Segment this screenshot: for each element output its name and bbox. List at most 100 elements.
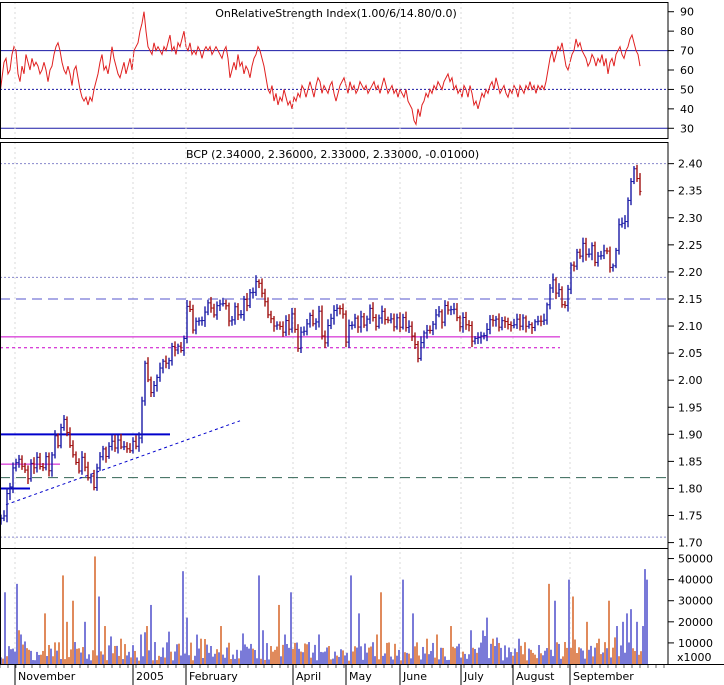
volume-bar (60, 659, 62, 664)
volume-bar (68, 657, 70, 664)
volume-bar (352, 651, 354, 664)
volume-bar (468, 654, 470, 664)
volume-bar (288, 647, 290, 664)
volume-bar (458, 643, 460, 664)
volume-bar (170, 651, 172, 664)
volume-bar (62, 575, 64, 664)
volume-bar (542, 655, 544, 664)
volume-bar (270, 646, 272, 664)
volume-bar (620, 645, 622, 664)
volume-bar (290, 592, 292, 664)
volume-bar (220, 626, 222, 664)
volume-bar (84, 621, 86, 664)
volume-bar (484, 636, 486, 664)
volume-bar (156, 660, 158, 664)
volume-bar (364, 643, 366, 664)
volume-bar (186, 617, 188, 664)
volume-bar (402, 579, 404, 664)
volume-bar (252, 648, 254, 664)
volume-bar (394, 643, 396, 664)
volume-bar (166, 642, 168, 664)
volume-bar (190, 642, 192, 664)
volume-bar (578, 647, 580, 664)
volume-bar (472, 647, 474, 664)
volume-bar (570, 647, 572, 664)
volume-bar (136, 657, 138, 664)
price-tick-label: 2.10 (678, 320, 703, 333)
volume-bar (568, 579, 570, 664)
volume-bar (386, 642, 388, 664)
price-tick-label: 1.85 (678, 455, 703, 468)
volume-bar (432, 642, 434, 664)
volume-bar (202, 657, 204, 664)
volume-bar (18, 630, 20, 664)
volume-bar (214, 653, 216, 664)
volume-bar (294, 642, 296, 664)
volume-bar (582, 650, 584, 664)
volume-bar (408, 653, 410, 664)
volume-bar (70, 649, 72, 664)
volume-bar (512, 655, 514, 664)
volume-tick-label: 10000 (678, 637, 713, 650)
volume-bar (58, 642, 60, 664)
volume-bar (566, 647, 568, 664)
volume-bar (482, 630, 484, 664)
volume-bar (16, 583, 18, 664)
volume-bar (298, 648, 300, 664)
volume-bar (474, 648, 476, 664)
volume-bar (286, 644, 288, 664)
x-axis-label: June (402, 670, 427, 683)
volume-bar (40, 654, 42, 664)
volume-bar (200, 638, 202, 664)
volume-bar (72, 600, 74, 664)
volume-bar (150, 604, 152, 664)
volume-bar (598, 638, 600, 664)
volume-bar (336, 655, 338, 664)
price-tick-label: 2.00 (678, 374, 703, 387)
volume-bar (428, 654, 430, 664)
volume-bar (528, 648, 530, 664)
volume-bar (90, 660, 92, 664)
volume-bar (102, 654, 104, 664)
rsi-panel: 30 40 50 60 70 80 90 OnRelativeStrength Index(… (0, 6, 694, 135)
volume-bar (86, 658, 88, 664)
volume-bar (500, 647, 502, 664)
volume-bar (612, 647, 614, 664)
volume-bar (2, 658, 4, 664)
volume-bar (314, 644, 316, 664)
volume-bar (330, 659, 332, 664)
volume-bar (326, 647, 328, 664)
volume-bar (194, 655, 196, 664)
volume-bar (346, 652, 348, 664)
volume-bar (356, 647, 358, 664)
volume-bar (400, 660, 402, 664)
volume-bar (558, 643, 560, 664)
volume-bar (392, 659, 394, 664)
volume-bar (244, 644, 246, 664)
volume-bar (604, 642, 606, 664)
panel-frames (0, 2, 724, 665)
volume-bar (606, 648, 608, 664)
volume-bar (438, 659, 440, 664)
volume-bar (496, 637, 498, 664)
volume-bar (256, 658, 258, 664)
volume-bar (404, 652, 406, 664)
volume-bar (366, 652, 368, 664)
volume-bar (14, 651, 16, 664)
volume-bar (434, 657, 436, 664)
volume-bar (422, 646, 424, 664)
x-axis-label: 2005 (136, 670, 164, 683)
volume-bar (540, 653, 542, 664)
volume-bar (324, 651, 326, 664)
volume-bar (622, 621, 624, 664)
volume-bar (216, 649, 218, 664)
volume-bar (388, 642, 390, 664)
volume-bar (158, 655, 160, 664)
volume-bar (470, 630, 472, 664)
volume-unit-label: x1000 (677, 651, 712, 664)
price-panel: 1.70 1.75 1.80 1.85 1.90 1.95 2.00 2.05 2.10 2.15… (0, 2, 703, 664)
volume-bar (160, 656, 162, 664)
volume-bar (630, 609, 632, 664)
price-grid (14, 2, 674, 664)
volume-bar (368, 647, 370, 664)
